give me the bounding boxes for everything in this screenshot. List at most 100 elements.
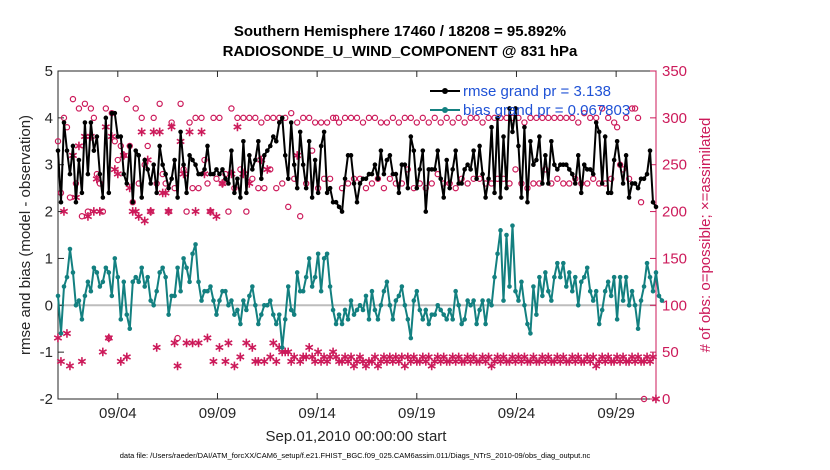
bias-point xyxy=(393,298,399,303)
rmse-point xyxy=(112,110,118,116)
bias-point xyxy=(653,270,659,275)
bias-point xyxy=(444,317,450,322)
bias-point xyxy=(486,298,491,303)
obs-assimilated-point: ∗ xyxy=(609,354,620,369)
obs-assimilated-point: ∗ xyxy=(444,354,455,369)
obs-assimilated-point: ∗ xyxy=(531,354,542,369)
rmse-point xyxy=(282,153,288,158)
obs-assimilated-point: ∗ xyxy=(405,354,416,369)
rmse-point xyxy=(575,153,581,158)
obs-possible-point xyxy=(317,119,325,126)
obs-possible-point xyxy=(431,114,438,122)
obs-assimilated-point: ∗ xyxy=(372,358,383,373)
obs-assimilated-point: ∗ xyxy=(271,354,282,369)
obs-assimilated-point: ∗ xyxy=(91,171,102,186)
rmse-point xyxy=(623,153,629,158)
obs-assimilated-point: ∗ xyxy=(600,354,611,369)
bias-point xyxy=(459,321,464,327)
bias-point xyxy=(354,307,360,313)
bias-point xyxy=(387,302,393,308)
obs-assimilated-point: ∗ xyxy=(492,349,503,364)
bias-point xyxy=(558,274,563,280)
rmse-point xyxy=(202,167,207,172)
rmse-point xyxy=(70,143,76,149)
rmse-point xyxy=(617,162,623,168)
obs-possible-point xyxy=(368,180,376,187)
obs-possible-point xyxy=(413,119,420,126)
bias-point xyxy=(259,312,264,317)
rmse-point xyxy=(381,171,387,177)
bias-point xyxy=(552,274,557,280)
bias-point xyxy=(537,274,542,280)
bias-point xyxy=(528,331,533,336)
y-axis-label: rmse and bias (model - observation) xyxy=(17,115,34,355)
obs-assimilated-point: ∗ xyxy=(435,354,446,369)
obs-possible-point xyxy=(165,208,172,215)
bias-point xyxy=(605,279,611,285)
obs-possible-point xyxy=(428,180,435,187)
bias-point xyxy=(569,288,575,294)
rmse-point xyxy=(569,171,575,177)
rmse-point xyxy=(498,195,503,200)
y-tick-label: 2 xyxy=(45,204,53,221)
obs-assimilated-point: ∗ xyxy=(364,354,375,369)
bias-point xyxy=(462,317,467,322)
obs-possible-point xyxy=(581,109,588,117)
obs-possible-point xyxy=(132,105,139,112)
bias-point xyxy=(112,256,118,261)
obs-assimilated-point: ∗ xyxy=(465,354,476,369)
bias-point xyxy=(432,312,438,317)
obs-possible-point xyxy=(138,114,145,122)
bias-point xyxy=(163,274,168,280)
rmse-point xyxy=(244,190,249,196)
rmse-point xyxy=(393,171,399,177)
rmse-point xyxy=(187,153,192,158)
obs-possible-point xyxy=(311,119,319,126)
obs-possible-point xyxy=(288,109,295,117)
bias-point xyxy=(73,302,79,308)
rmse-point xyxy=(306,138,312,144)
bias-point xyxy=(450,317,455,322)
obs-possible-point xyxy=(554,175,561,182)
obs-possible-point xyxy=(598,105,606,112)
obs-assimilated-point: ∗ xyxy=(211,208,222,223)
bias-point xyxy=(587,288,593,294)
y-tick-label: -2 xyxy=(40,391,53,408)
obs-assimilated-point: ∗ xyxy=(513,349,524,364)
obs-assimilated-point: ∗ xyxy=(468,349,479,364)
x-axis-label: Sep.01,2010 00:00:00 start xyxy=(266,428,448,445)
obs-assimilated-point: ∗ xyxy=(139,213,150,228)
obs-assimilated-point: ∗ xyxy=(546,354,557,369)
obs-assimilated-point: ∗ xyxy=(355,349,366,364)
obs-assimilated-point: ∗ xyxy=(564,354,575,369)
obs-possible-point xyxy=(66,194,74,201)
obs-assimilated-point: ∗ xyxy=(142,152,153,167)
rmse-point xyxy=(211,171,216,177)
bias-point xyxy=(187,279,192,285)
obs-assimilated-point: ∗ xyxy=(369,349,380,364)
obs-assimilated-point: ∗ xyxy=(286,354,297,369)
obs-assimilated-point: ∗ xyxy=(337,354,348,369)
y-axis-right: 0 50 100 150 200 250 300 350 xyxy=(650,63,687,408)
bias-point xyxy=(614,317,620,322)
obs-assimilated-point: ∗ xyxy=(220,354,231,369)
obs-assimilated-point: ∗ xyxy=(489,354,500,369)
bias-point xyxy=(534,312,539,317)
obs-assimilated-point: ∗ xyxy=(280,344,291,359)
obs-assimilated-point: ∗ xyxy=(316,354,327,369)
obs-possible-point xyxy=(461,119,468,126)
bias-point xyxy=(172,293,177,299)
x-axis: 09/04 09/09 09/14 09/19 09/24 09/29 xyxy=(99,71,635,422)
rmse-point xyxy=(253,157,258,163)
obs-assimilated-point: ∗ xyxy=(340,349,351,364)
bias-point xyxy=(635,326,641,332)
obs-assimilated-point: ∗ xyxy=(459,354,470,369)
bias-point xyxy=(133,274,139,280)
obs-assimilated-point: ∗ xyxy=(334,354,345,369)
obs-assimilated-point: ∗ xyxy=(507,349,518,364)
bias-point xyxy=(181,256,186,261)
obs-assimilated-point: ∗ xyxy=(384,349,395,364)
obs-assimilated-point: ∗ xyxy=(148,124,159,139)
rmse-point xyxy=(58,199,64,205)
obs-possible-point xyxy=(299,114,307,122)
